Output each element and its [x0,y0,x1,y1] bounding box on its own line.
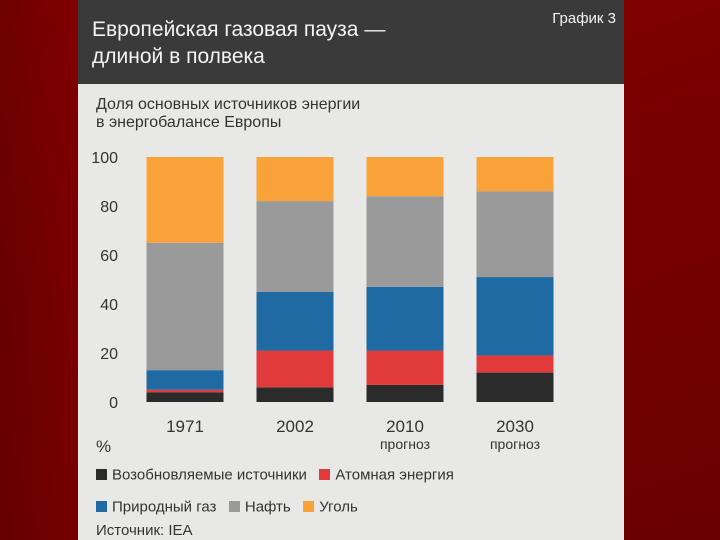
bar-segment-2010-coal [366,157,444,197]
x-tick-label-2010: 2010 [386,417,424,436]
bar-segment-1971-coal [146,157,224,243]
legend-swatch-coal [303,501,315,513]
y-tick-label-100: 100 [91,150,118,167]
bar-segment-2030-coal [476,157,554,192]
legend-item-renewables: Возобновляемые источники [96,466,307,484]
bar-segment-2002-renewables [256,387,334,402]
chart-subtitle: Доля основных источников энергии в энерг… [96,96,361,131]
chart-legend: Возобновляемые источники Атомная энергия… [96,466,616,530]
legend-label-coal: Уголь [319,498,358,516]
y-tick-label-40: 40 [100,297,118,314]
y-axis-unit-label: % [96,437,111,456]
bar-segment-2030-nuclear [476,355,554,373]
bar-segment-2010-oil [366,196,444,287]
legend-swatch-gas [96,501,107,513]
legend-item-nuclear: Атомная энергия [319,466,454,484]
bar-segment-2002-oil [256,201,334,292]
bar-segment-2030-gas [476,277,554,356]
x-tick-label-2030: 2030 [496,417,534,436]
bar-segment-2010-nuclear [366,350,444,385]
bar-segment-1971-nuclear [146,389,224,393]
bar-segment-1971-renewables [146,392,224,402]
x-sublabel-2010: прогноз [380,436,430,452]
chart-header: Европейская газовая пауза — длиной в пол… [78,0,624,84]
legend-swatch-oil [228,501,240,513]
x-tick-label-1971: 1971 [166,417,204,436]
legend-item-gas: Природный газ [96,498,216,516]
bar-segment-2010-renewables [366,384,444,402]
legend-label-oil: Нафть [244,498,291,516]
y-tick-label-20: 20 [100,346,118,363]
legend-swatch-nuclear [319,469,331,481]
legend-label-renewables: Возобновляемые источники [112,466,307,484]
legend-item-oil: Нафть [228,498,291,516]
bar-segment-2030-oil [476,191,554,278]
x-tick-label-2002: 2002 [276,417,314,436]
bar-segment-2030-renewables [476,372,554,402]
legend-swatch-renewables [96,469,107,481]
chart-card: Европейская газовая пауза — длиной в пол… [78,0,624,540]
bar-segment-2002-gas [256,291,334,351]
bar-segment-1971-oil [146,242,224,371]
legend-row-1: Возобновляемые источники Атомная энергия [96,466,616,486]
legend-label-gas: Природный газ [112,498,217,516]
legend-item-coal: Уголь [303,498,358,516]
legend-label-nuclear: Атомная энергия [335,466,454,484]
bar-segment-1971-gas [146,370,224,390]
chart-title: Европейская газовая пауза — длиной в пол… [92,18,386,68]
y-tick-label-0: 0 [109,395,118,412]
chart-source: Источник: IEA [96,522,193,539]
y-tick-label-80: 80 [100,199,118,216]
y-tick-label-60: 60 [100,248,118,265]
slide-side-shade [0,0,80,540]
legend-row-2: Природный газ Нафть Уголь [96,498,616,518]
x-sublabel-2030: прогноз [490,436,540,452]
bar-segment-2002-nuclear [256,350,334,388]
bar-segment-2010-gas [366,286,444,351]
bar-segment-2002-coal [256,157,334,202]
chart-number-badge: График 3 [552,10,616,27]
